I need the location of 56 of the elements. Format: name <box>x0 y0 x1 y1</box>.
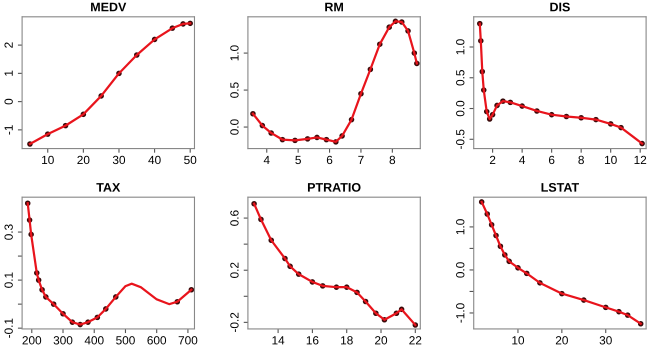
chart-title: TAX <box>96 183 120 192</box>
y-tick-label: 1.0 <box>456 219 464 234</box>
x-tick-label: 20 <box>556 336 568 345</box>
chart-title: MEDV <box>91 2 126 12</box>
x-tick-label: 4 <box>264 156 270 164</box>
x-tick-label: 50 <box>184 156 196 164</box>
x-tick-label: 40 <box>148 156 161 164</box>
chart-title: LSTAT <box>542 182 579 192</box>
x-tick-label: 6 <box>326 156 332 164</box>
chart-title: RM <box>325 2 343 12</box>
x-tick-label: 12 <box>634 156 646 164</box>
x-tick-label: 2 <box>490 156 496 164</box>
x-tick-label: 30 <box>600 336 612 345</box>
x-tick-label: 5 <box>295 156 301 164</box>
x-tick-label: 200 <box>22 336 42 345</box>
x-tick-label: 7 <box>358 156 364 164</box>
x-tick-label: 6 <box>548 156 554 164</box>
x-tick-label: 500 <box>116 336 135 345</box>
y-tick-label: -0.2 <box>230 312 239 332</box>
y-tick-label: -1.0 <box>456 303 464 323</box>
y-tick-label: 0.2 <box>230 262 239 278</box>
y-tick-label: 1.0 <box>230 45 239 60</box>
x-tick-label: 300 <box>54 336 72 345</box>
x-tick-label: 8 <box>390 156 396 164</box>
y-tick-label: -1 <box>4 125 13 135</box>
y-tick-label: 2 <box>4 42 13 48</box>
y-tick-label: 0.5 <box>230 82 239 98</box>
y-tick-label: 0 <box>4 98 13 104</box>
x-tick-label: 400 <box>84 336 104 345</box>
y-tick-label: 0.0 <box>456 100 464 116</box>
y-tick-label: -0.1 <box>4 318 13 338</box>
x-tick-label: 700 <box>178 336 198 345</box>
y-tick-label: 0.6 <box>230 210 239 226</box>
chart-title: DIS <box>550 2 570 12</box>
x-tick-label: 30 <box>112 156 126 164</box>
y-tick-label: 1 <box>4 70 13 76</box>
y-tick-label: -0.5 <box>456 130 464 149</box>
x-tick-label: 10 <box>42 156 54 164</box>
y-tick-label: 0.0 <box>230 119 239 135</box>
x-tick-label: 8 <box>578 156 584 164</box>
x-tick-label: 14 <box>272 336 284 344</box>
y-tick-label: 1.0 <box>456 39 464 54</box>
x-tick-label: 22 <box>409 336 422 344</box>
x-tick-label: 20 <box>77 156 90 164</box>
x-tick-label: 16 <box>306 336 318 345</box>
x-tick-label: 18 <box>341 336 353 345</box>
y-tick-label: 0.5 <box>456 70 464 86</box>
x-tick-label: 10 <box>512 336 524 345</box>
chart-title: PTRATIO <box>308 182 361 192</box>
x-tick-label: 10 <box>605 156 617 164</box>
y-tick-label: 0.3 <box>4 224 13 240</box>
y-tick-label: 0.0 <box>456 262 464 278</box>
x-tick-label: 600 <box>147 336 166 345</box>
x-tick-label: 4 <box>519 156 526 164</box>
y-tick-label: 0.1 <box>4 272 13 288</box>
x-tick-label: 20 <box>375 336 388 345</box>
